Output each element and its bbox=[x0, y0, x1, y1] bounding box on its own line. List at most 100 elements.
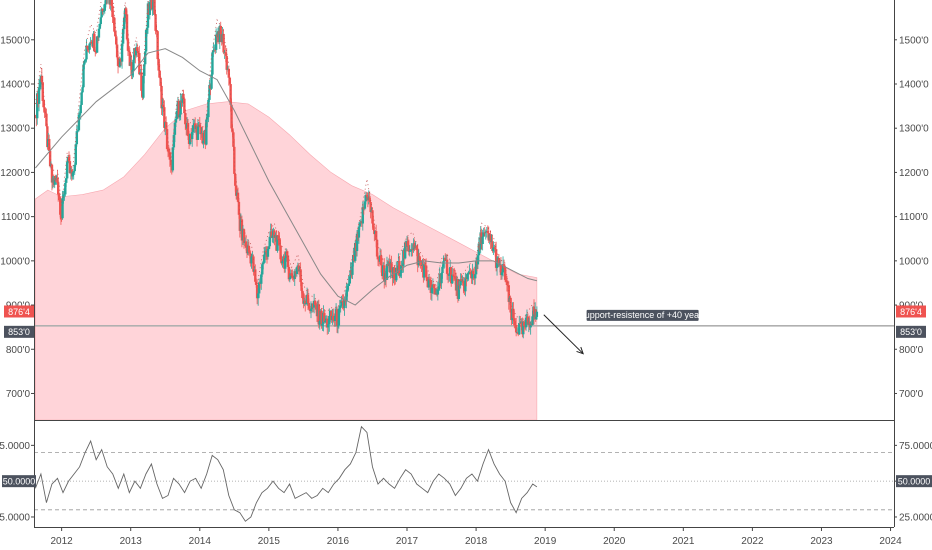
candle-body bbox=[486, 230, 490, 233]
candle-body bbox=[68, 161, 72, 174]
candle-body bbox=[263, 254, 266, 263]
price-pane[interactable]: Support-resistence of +40 years bbox=[34, 0, 894, 421]
candle-body bbox=[97, 28, 101, 38]
candle-body bbox=[79, 104, 82, 114]
candle-body bbox=[428, 279, 432, 281]
candle-body bbox=[361, 206, 365, 224]
candle-body bbox=[279, 245, 282, 260]
candle-body bbox=[299, 269, 302, 283]
price-tag-left[interactable] bbox=[4, 305, 34, 318]
candle-body bbox=[337, 308, 341, 326]
candle-body bbox=[270, 231, 273, 238]
candle-body bbox=[59, 214, 63, 218]
candle-body bbox=[314, 304, 318, 310]
candle-body bbox=[447, 274, 451, 276]
candle-body bbox=[293, 271, 296, 280]
candle-body bbox=[263, 250, 267, 255]
candle-body bbox=[207, 99, 210, 118]
candle-body bbox=[168, 152, 172, 160]
projection-arrow[interactable] bbox=[543, 314, 584, 355]
candle-body bbox=[317, 304, 321, 325]
candle-body bbox=[211, 52, 214, 75]
candle-body bbox=[504, 279, 508, 281]
candle-body bbox=[236, 192, 240, 202]
candle-body bbox=[460, 279, 463, 281]
candle-body bbox=[335, 309, 339, 327]
candle-body bbox=[519, 323, 522, 325]
candle-body bbox=[38, 84, 42, 88]
candle-body bbox=[355, 233, 359, 252]
candle-body bbox=[90, 41, 93, 44]
candle-body bbox=[326, 318, 329, 328]
candle-body bbox=[273, 230, 276, 238]
candle-body bbox=[199, 126, 202, 135]
candle-body bbox=[376, 256, 380, 259]
candle-body bbox=[474, 260, 478, 275]
candle-body bbox=[507, 285, 510, 302]
y-tick-label-left: 1400'0 bbox=[0, 80, 30, 91]
price-tag-right[interactable] bbox=[896, 305, 926, 318]
x-tick-label: 2012 bbox=[51, 536, 74, 547]
candle-body bbox=[471, 271, 474, 279]
candle-body bbox=[518, 323, 521, 335]
candle-body bbox=[467, 273, 470, 275]
price-tag-left[interactable] bbox=[4, 325, 34, 338]
candle-body bbox=[333, 315, 337, 321]
candle-body bbox=[459, 279, 462, 286]
candle-body bbox=[116, 57, 120, 66]
candle-body bbox=[442, 261, 445, 267]
candle-body bbox=[53, 176, 56, 185]
candle-body bbox=[323, 312, 326, 323]
candle-body bbox=[262, 262, 265, 265]
candle-body bbox=[306, 294, 310, 303]
candle-body bbox=[98, 24, 102, 29]
candle-body bbox=[484, 231, 487, 233]
candle-body bbox=[144, 30, 148, 52]
rsi-current-tag-left[interactable] bbox=[2, 475, 36, 488]
rsi-pane[interactable] bbox=[34, 425, 894, 522]
candle-body bbox=[115, 36, 118, 45]
candle-body bbox=[212, 50, 215, 53]
support-label-box[interactable] bbox=[586, 309, 699, 321]
candle-body bbox=[227, 68, 230, 78]
candle-body bbox=[489, 234, 492, 242]
rsi-line[interactable] bbox=[34, 425, 538, 522]
candle-body bbox=[320, 310, 323, 326]
candle-body bbox=[214, 49, 217, 51]
candle-body bbox=[137, 50, 140, 54]
candle-body bbox=[136, 47, 139, 51]
candle-body bbox=[252, 256, 255, 272]
candle-body bbox=[403, 242, 407, 259]
candle-body bbox=[126, 39, 130, 51]
candle-body bbox=[36, 93, 39, 119]
candle-body bbox=[84, 59, 87, 61]
candle-body bbox=[112, 17, 115, 19]
candle-body bbox=[268, 236, 271, 247]
price-tag-right[interactable] bbox=[896, 325, 926, 338]
candle-body bbox=[74, 144, 77, 165]
candle-body bbox=[257, 282, 261, 294]
candle-body bbox=[225, 55, 228, 70]
candle-body bbox=[457, 284, 461, 299]
candle-body bbox=[114, 31, 117, 37]
x-tick-label: 2023 bbox=[810, 536, 833, 547]
candle-body bbox=[330, 310, 333, 321]
candle-body bbox=[338, 305, 341, 309]
candle-body bbox=[437, 286, 440, 290]
candle-body bbox=[466, 273, 469, 279]
x-tick-label: 2015 bbox=[258, 536, 281, 547]
x-tick-label: 2024 bbox=[879, 536, 902, 547]
candle-body bbox=[128, 51, 131, 66]
candle-body bbox=[441, 266, 444, 273]
candle-body bbox=[65, 178, 68, 183]
candle-body bbox=[42, 100, 45, 108]
candle-body bbox=[505, 280, 509, 286]
candle-body bbox=[420, 261, 423, 266]
candle-body bbox=[103, 3, 107, 11]
candle-body bbox=[219, 25, 222, 35]
rsi-current-tag-right[interactable] bbox=[896, 475, 932, 488]
candle-body bbox=[267, 246, 271, 250]
support-label-text: Support-resistence of +40 years bbox=[579, 310, 707, 320]
x-tick-label: 2017 bbox=[396, 536, 419, 547]
candle-body bbox=[526, 316, 530, 325]
